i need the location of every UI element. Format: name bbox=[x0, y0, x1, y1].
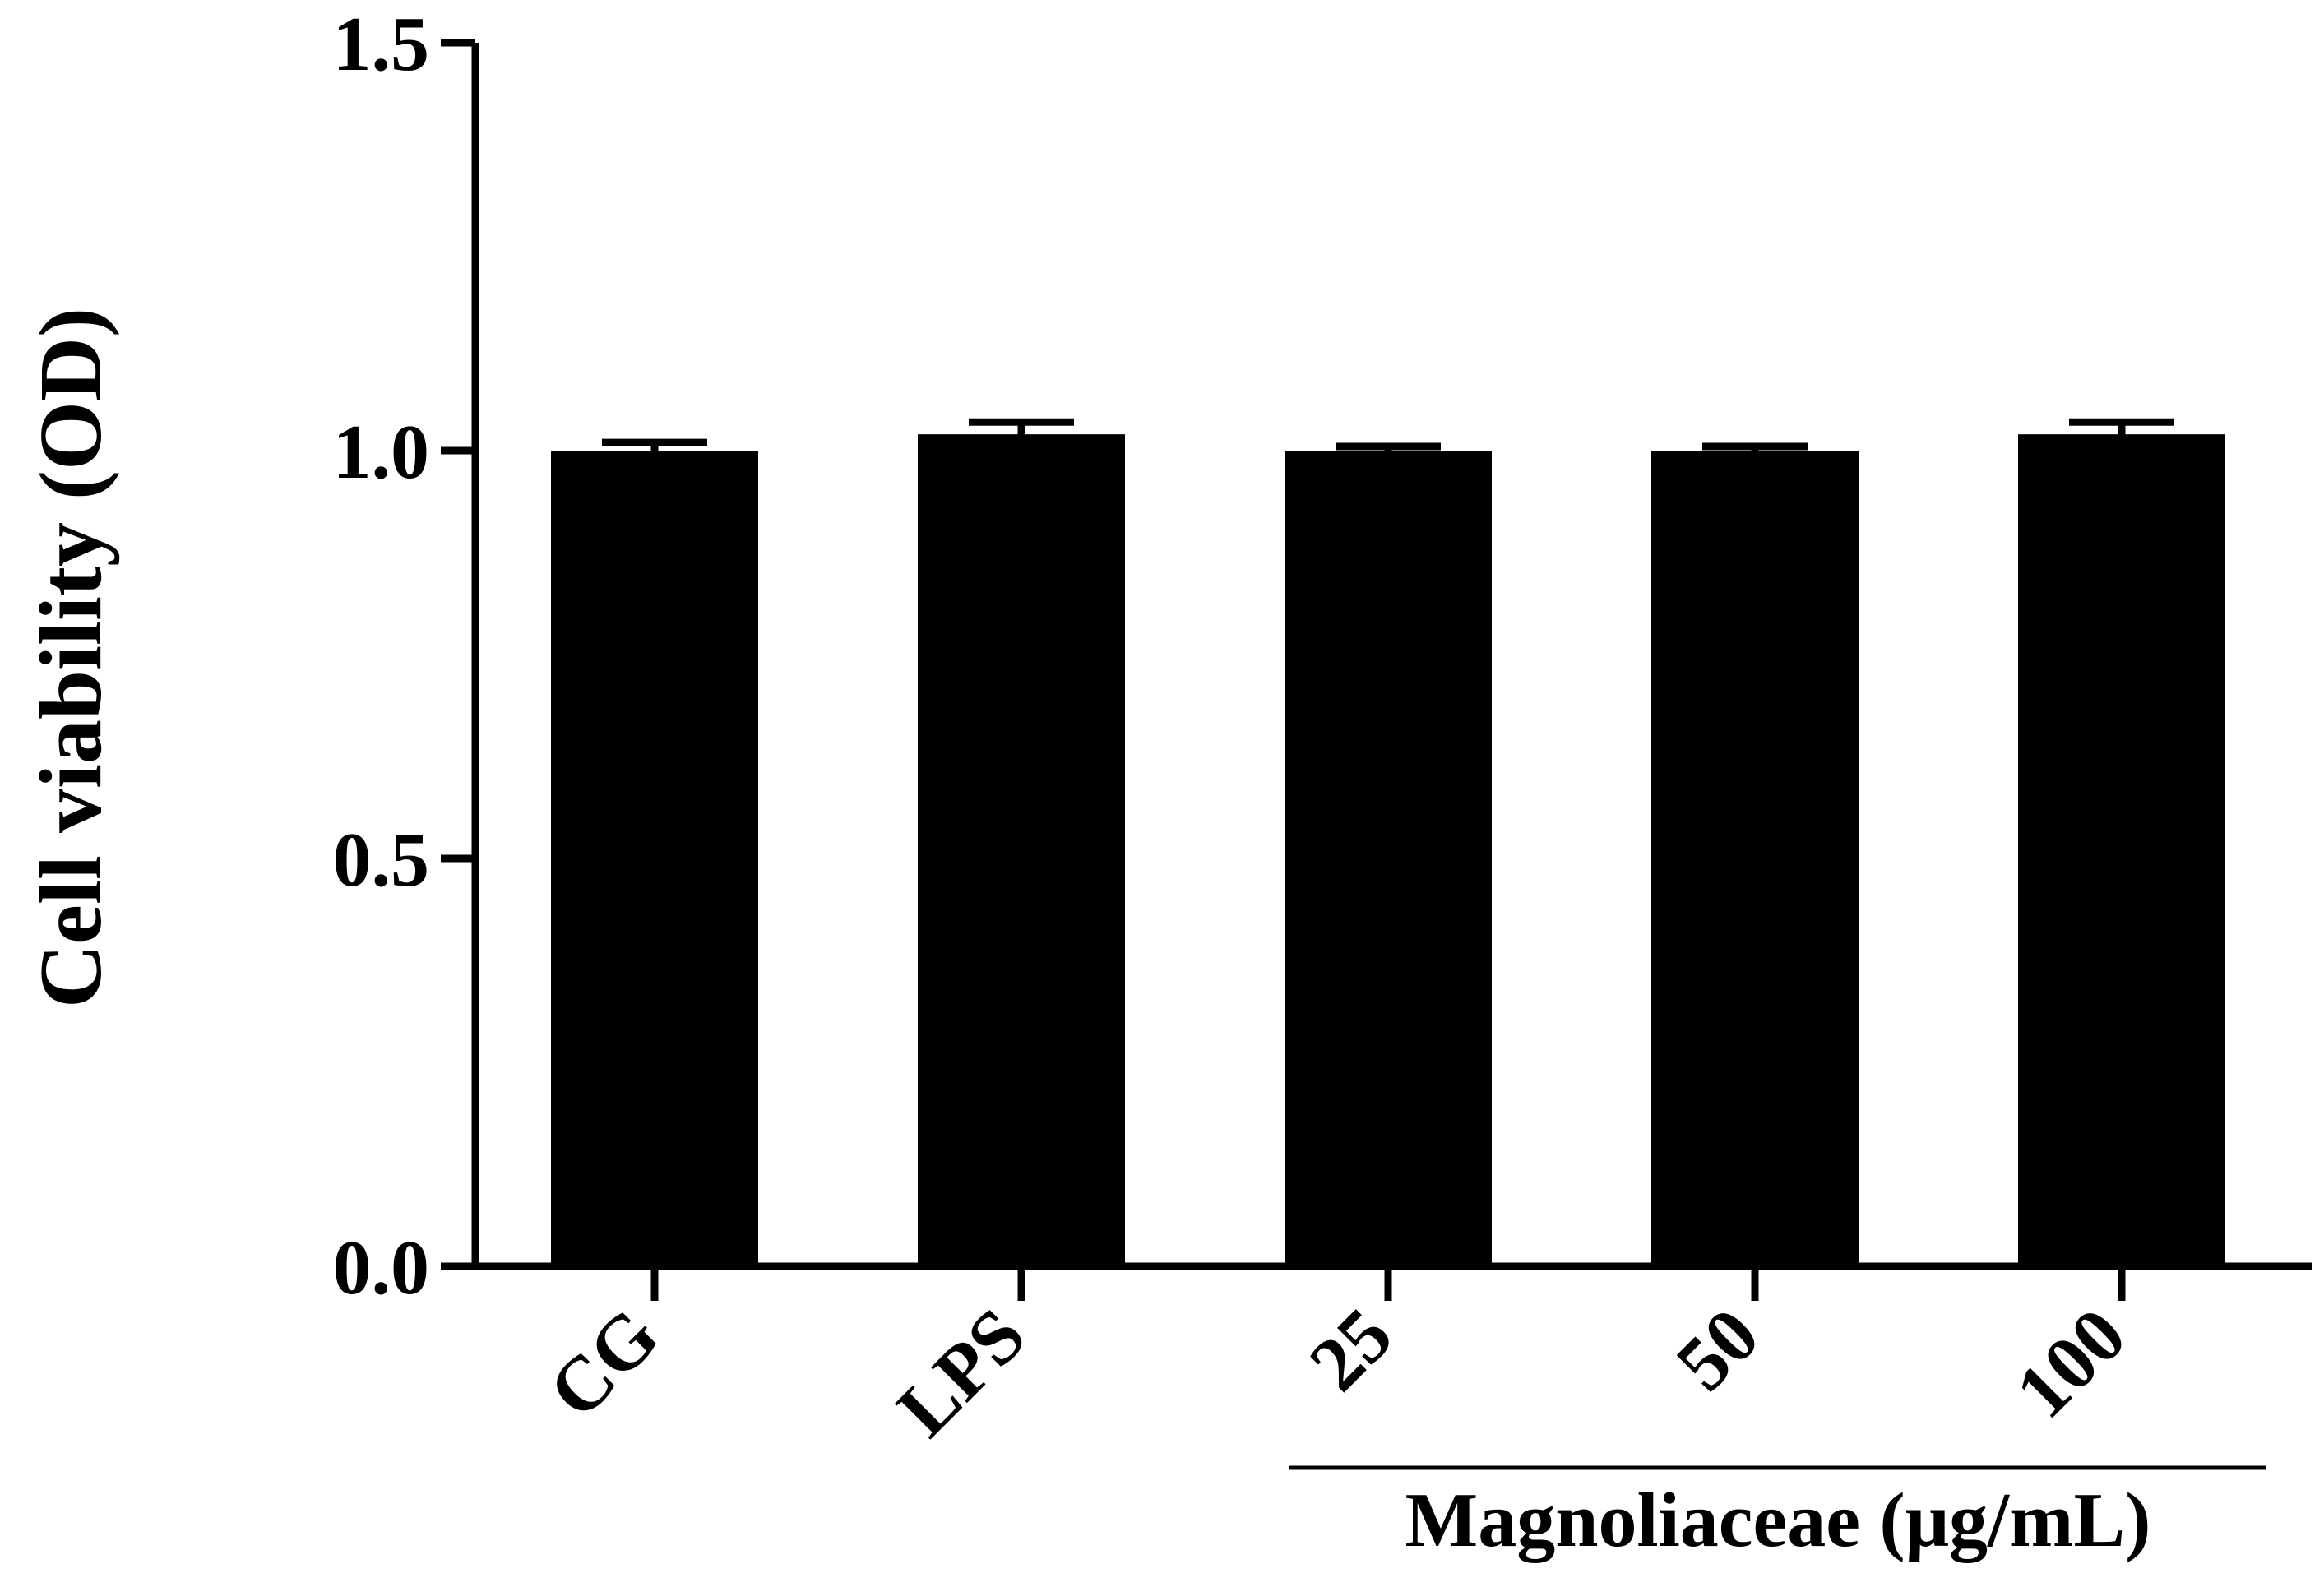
x-ticks-group: CG LPS 25 50 100 bbox=[533, 1266, 2142, 1453]
x-tick-label-CG: CG bbox=[533, 1292, 675, 1434]
error-bars-group bbox=[602, 418, 2174, 452]
x-tick-label-LPS: LPS bbox=[881, 1292, 1041, 1452]
y-tick-label: 1.0 bbox=[333, 409, 430, 495]
y-tick-label: 1.5 bbox=[333, 2, 430, 87]
x-tick-label-25: 25 bbox=[1294, 1292, 1409, 1407]
group-label: Magnoliaceae (μg/mL) bbox=[1405, 1478, 2151, 1563]
bar-LPS bbox=[918, 434, 1125, 1266]
y-tick-label: 0.0 bbox=[333, 1225, 430, 1311]
y-axis-title: Cell viability (OD) bbox=[22, 308, 120, 1008]
axes-group bbox=[471, 43, 2312, 1270]
bar-100 bbox=[2018, 434, 2225, 1266]
y-tick-label: 0.5 bbox=[333, 817, 430, 903]
x-tick-label-100: 100 bbox=[2000, 1292, 2142, 1434]
bar-25 bbox=[1285, 451, 1492, 1266]
x-tick-label-50: 50 bbox=[1660, 1292, 1775, 1407]
bar-50 bbox=[1651, 451, 1859, 1266]
bar-CG bbox=[551, 451, 758, 1266]
y-ticks-group: 0.0 0.5 1.0 1.5 bbox=[333, 2, 475, 1311]
bars-group bbox=[551, 434, 2225, 1266]
